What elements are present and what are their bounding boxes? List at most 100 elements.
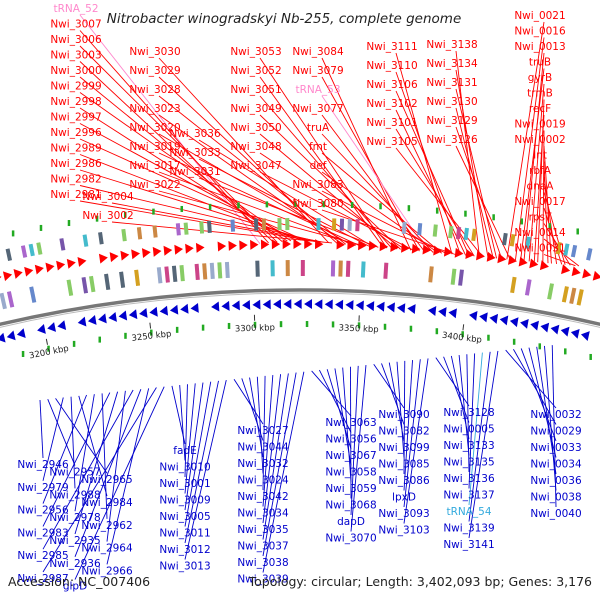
forward-gene-label: Nwi_3083	[292, 179, 343, 191]
reverse-gene-arrow	[57, 320, 67, 331]
forward-cog-block	[136, 227, 143, 240]
forward-gene-arrow	[228, 240, 237, 251]
forward-leader-line	[79, 92, 292, 242]
forward-gene-arrow	[0, 276, 2, 279]
reverse-gene-label: Nwi_2946	[17, 459, 69, 471]
reverse-gene-label: Nwi_3059	[325, 483, 376, 495]
forward-gene-arrow	[315, 239, 324, 250]
forward-gene-label: Nwi_0013	[514, 41, 565, 53]
forward-gene-arrow	[476, 250, 485, 261]
rna-marker	[150, 329, 153, 336]
reverse-gene-label: Nwi_0005	[443, 424, 494, 436]
reverse-gene-label: Nwi_3063	[325, 417, 376, 429]
forward-gene-label: Nwi_3134	[426, 58, 478, 70]
forward-gene-label: dnaA	[527, 181, 555, 193]
rna-marker	[47, 345, 50, 352]
forward-leader-line	[321, 133, 434, 253]
reverse-gene-arrow	[273, 299, 282, 310]
reverse-gene-arrow	[262, 299, 271, 310]
forward-gene-labels: tRNA_52 Nwi_3007 Nwi_3006 Nwi_3003 Nwi_3000 N…	[50, 3, 566, 255]
forward-gene-arrow	[347, 239, 356, 250]
reverse-cog-block	[360, 261, 366, 278]
forward-gene-label: Nwi_3131	[426, 77, 477, 89]
forward-gene-arrow	[411, 243, 421, 254]
forward-leader-line	[79, 123, 297, 241]
rna-marker	[589, 353, 592, 360]
forward-gene-arrow	[518, 256, 528, 267]
reverse-gene-label: Nwi_2983	[17, 527, 68, 539]
forward-gene-arrow	[131, 249, 140, 260]
reverse-gene-arrow	[16, 328, 26, 339]
forward-gene-label: trmB	[527, 88, 553, 100]
forward-leader-line	[533, 114, 545, 262]
forward-gene-label: Nwi_2982	[50, 174, 101, 186]
reverse-gene-arrow	[550, 324, 560, 335]
forward-leader-line	[158, 190, 365, 247]
reverse-leader-line	[381, 363, 405, 425]
rna-marker	[520, 218, 524, 225]
forward-cog-block	[347, 218, 352, 231]
forward-cog-block	[563, 243, 570, 256]
reverse-gene-arrow	[355, 300, 364, 311]
reverse-leader-line	[262, 375, 266, 491]
forward-gene-label: gyrB	[528, 72, 552, 84]
reverse-cog-block	[561, 286, 569, 303]
reverse-cog-block	[255, 260, 260, 277]
reverse-leader-line	[106, 388, 150, 565]
forward-gene-label: Nwi_2998	[50, 96, 101, 108]
reverse-gene-arrow	[479, 312, 488, 323]
forward-gene-label: Nwi_3111	[366, 41, 417, 53]
forward-gene-arrow	[271, 239, 281, 250]
forward-leader-line	[543, 223, 571, 266]
gene-tracks	[0, 201, 600, 360]
forward-gene-arrow	[98, 253, 108, 264]
forward-leader-line	[520, 68, 545, 261]
reverse-leader-line	[396, 361, 405, 458]
reverse-gene-arrow	[468, 310, 478, 321]
forward-gene-label: Nwi_3051	[230, 84, 281, 96]
rna-marker	[11, 230, 15, 237]
reverse-cog-block	[202, 263, 208, 280]
reverse-gene-label: Nwi_2957	[49, 467, 100, 479]
forward-gene-label: recF	[529, 103, 551, 115]
reverse-leader-line	[47, 398, 76, 466]
reverse-leader-line	[42, 394, 87, 504]
reverse-gene-arrow	[211, 301, 220, 312]
reverse-leader-line	[262, 374, 282, 524]
reverse-cog-block	[194, 263, 200, 281]
forward-cog-block	[285, 218, 290, 231]
forward-gene-arrow	[45, 262, 55, 273]
forward-gene-label: Nwi_3101	[366, 117, 417, 129]
forward-gene-arrow	[56, 260, 66, 271]
reverse-cog-block	[428, 266, 434, 283]
rna-marker	[72, 340, 76, 347]
reverse-gene-arrow	[149, 306, 158, 317]
reverse-gene-label: Nwi_3090	[378, 409, 429, 421]
forward-gene-label: Nwi_0016	[514, 26, 566, 38]
forward-leader-line	[543, 238, 580, 267]
reverse-leader-line	[468, 350, 499, 539]
forward-gene-label: rpsT	[529, 212, 552, 224]
reverse-gene-arrow	[397, 303, 406, 314]
forward-gene-arrow	[66, 258, 76, 269]
forward-gene-label: Nwi_3004	[82, 191, 134, 203]
forward-gene-arrow	[379, 241, 389, 252]
forward-gene-label: Nwi_0002	[514, 134, 565, 146]
reverse-gene-arrow	[77, 316, 87, 327]
reverse-gene-label: Nwi_3011	[159, 528, 210, 540]
forward-gene-label: Nwi_3006	[50, 34, 102, 46]
reverse-gene-arrow	[293, 299, 302, 310]
reverse-leader-line	[74, 391, 119, 535]
forward-leader-line	[79, 107, 288, 242]
forward-leader-line	[542, 130, 545, 263]
forward-gene-label: Nwi_0017	[514, 196, 565, 208]
reverse-gene-label: Nwi_3139	[443, 523, 494, 535]
reverse-gene-label: Nwi_0033	[530, 442, 581, 454]
forward-gene-arrow	[529, 258, 539, 269]
forward-gene-label: Nwi_3129	[426, 115, 477, 127]
reverse-gene-arrow	[345, 300, 354, 311]
reverse-gene-label: Nwi_2978	[49, 512, 100, 524]
accession-label: Accession: NC_007406	[8, 574, 150, 589]
rna-marker	[227, 322, 231, 329]
